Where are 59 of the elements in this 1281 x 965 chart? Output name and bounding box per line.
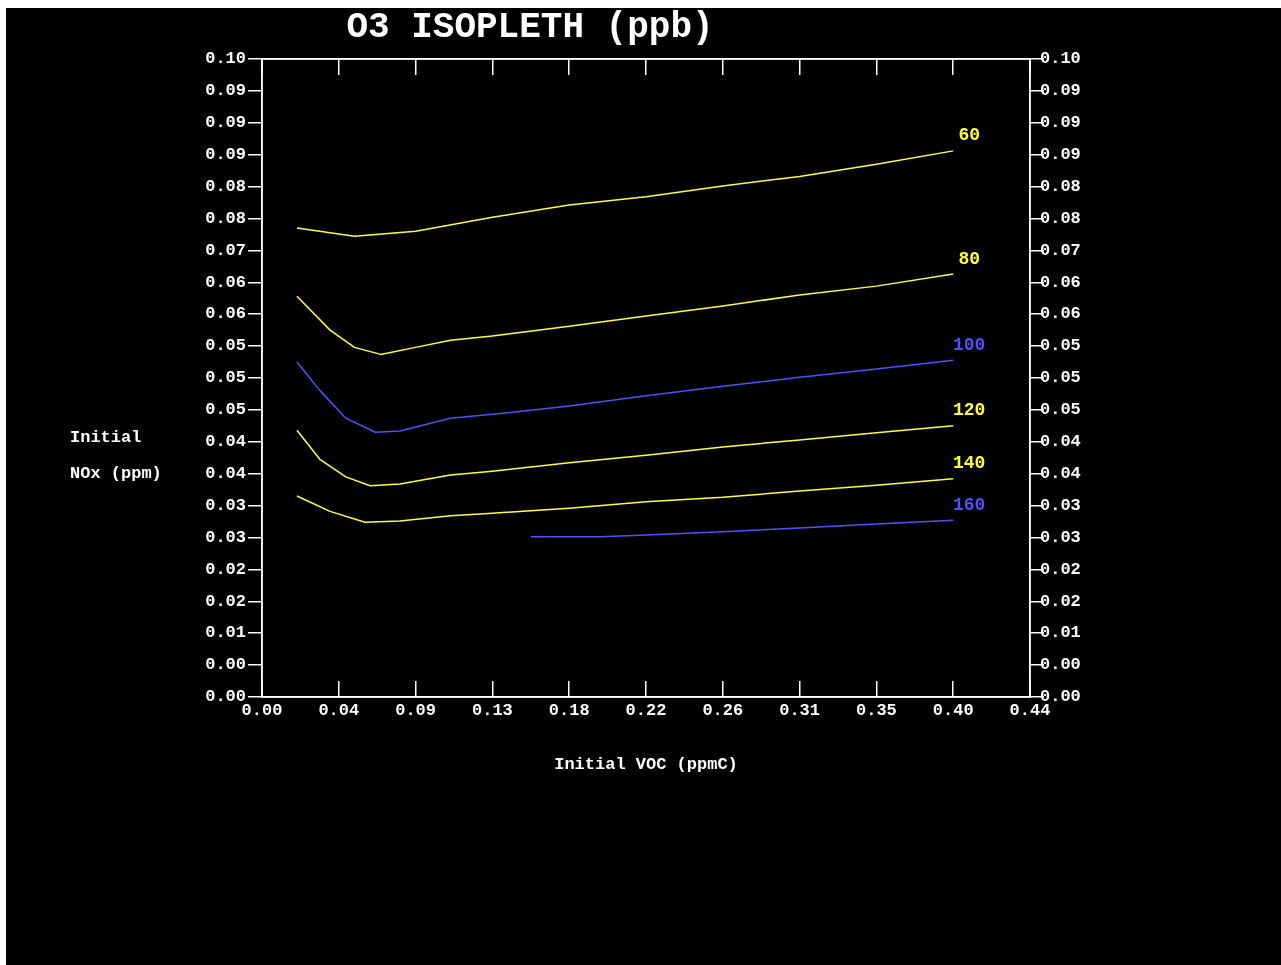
y-tick-label: 0.09 <box>205 113 246 133</box>
y2-tick-label: 0.08 <box>1040 176 1081 196</box>
y2-tick-label: 0.05 <box>1040 336 1081 356</box>
y-tick-label: 0.02 <box>205 559 246 579</box>
y2-tick-label: 0.00 <box>1040 655 1081 675</box>
y-tick-label: 0.08 <box>205 208 246 228</box>
series-label: 160 <box>953 494 986 515</box>
y2-tick-label: 0.06 <box>1040 304 1081 324</box>
x-tick-label: 0.26 <box>702 701 744 721</box>
x-tick-label: 0.00 <box>241 701 283 721</box>
y2-tick-label: 0.04 <box>1040 463 1081 483</box>
y-tick-label: 0.04 <box>205 432 246 452</box>
y2-tick-label: 0.02 <box>1040 591 1081 611</box>
y2-tick-label: 0.10 <box>1040 49 1081 69</box>
y2-tick-label: 0.09 <box>1040 113 1081 133</box>
y2-tick-label: 0.06 <box>1040 272 1081 292</box>
y2-tick-label: 0.09 <box>1040 81 1081 101</box>
x-tick-label: 0.13 <box>471 701 513 721</box>
y2-tick-label: 0.07 <box>1040 240 1081 260</box>
y2-tick-label: 0.03 <box>1040 527 1081 547</box>
x-tick-label: 0.09 <box>395 701 437 721</box>
series-label: 60 <box>958 125 980 146</box>
y-tick-label: 0.06 <box>205 272 246 292</box>
x-axis-title: Initial VOC (ppmC) <box>554 755 738 775</box>
series-label: 80 <box>958 248 980 269</box>
y-tick-label: 0.03 <box>205 495 246 515</box>
y-tick-label: 0.10 <box>205 49 246 69</box>
series-label: 100 <box>953 334 986 355</box>
y-tick-label: 0.09 <box>205 81 246 101</box>
y-tick-label: 0.06 <box>205 304 246 324</box>
series-label: 140 <box>953 453 986 474</box>
y2-tick-label: 0.01 <box>1040 623 1081 643</box>
y-tick-label: 0.00 <box>205 655 246 675</box>
y-tick-label: 0.02 <box>205 591 246 611</box>
chart-title: O3 ISOPLETH (ppb) <box>346 7 714 49</box>
y-tick-label: 0.05 <box>205 400 246 420</box>
y-tick-label: 0.05 <box>205 368 246 388</box>
y-tick-label: 0.05 <box>205 336 246 356</box>
x-tick-label: 0.35 <box>855 701 897 721</box>
y-tick-label: 0.01 <box>205 623 246 643</box>
x-tick-label: 0.22 <box>625 701 667 721</box>
x-tick-label: 0.04 <box>318 701 360 721</box>
y-axis-title: Initial NOx (ppm) <box>70 427 163 485</box>
series-label: 120 <box>953 400 986 421</box>
y-tick-label: 0.03 <box>205 527 246 547</box>
y-tick-label: 0.08 <box>205 176 246 196</box>
y-tick-label: 0.07 <box>205 240 246 260</box>
x-tick-label: 0.31 <box>779 701 821 721</box>
y2-tick-label: 0.08 <box>1040 208 1081 228</box>
y2-tick-label: 0.09 <box>1040 144 1081 164</box>
x-tick-label: 0.40 <box>932 701 974 721</box>
x-tick-label: 0.18 <box>548 701 590 721</box>
y2-tick-label: 0.03 <box>1040 495 1081 515</box>
y2-tick-label: 0.04 <box>1040 432 1081 452</box>
y-tick-label: 0.04 <box>205 463 246 483</box>
y2-tick-label: 0.05 <box>1040 400 1081 420</box>
y-tick-label: 0.09 <box>205 144 246 164</box>
y2-tick-label: 0.05 <box>1040 368 1081 388</box>
y2-tick-label: 0.02 <box>1040 559 1081 579</box>
